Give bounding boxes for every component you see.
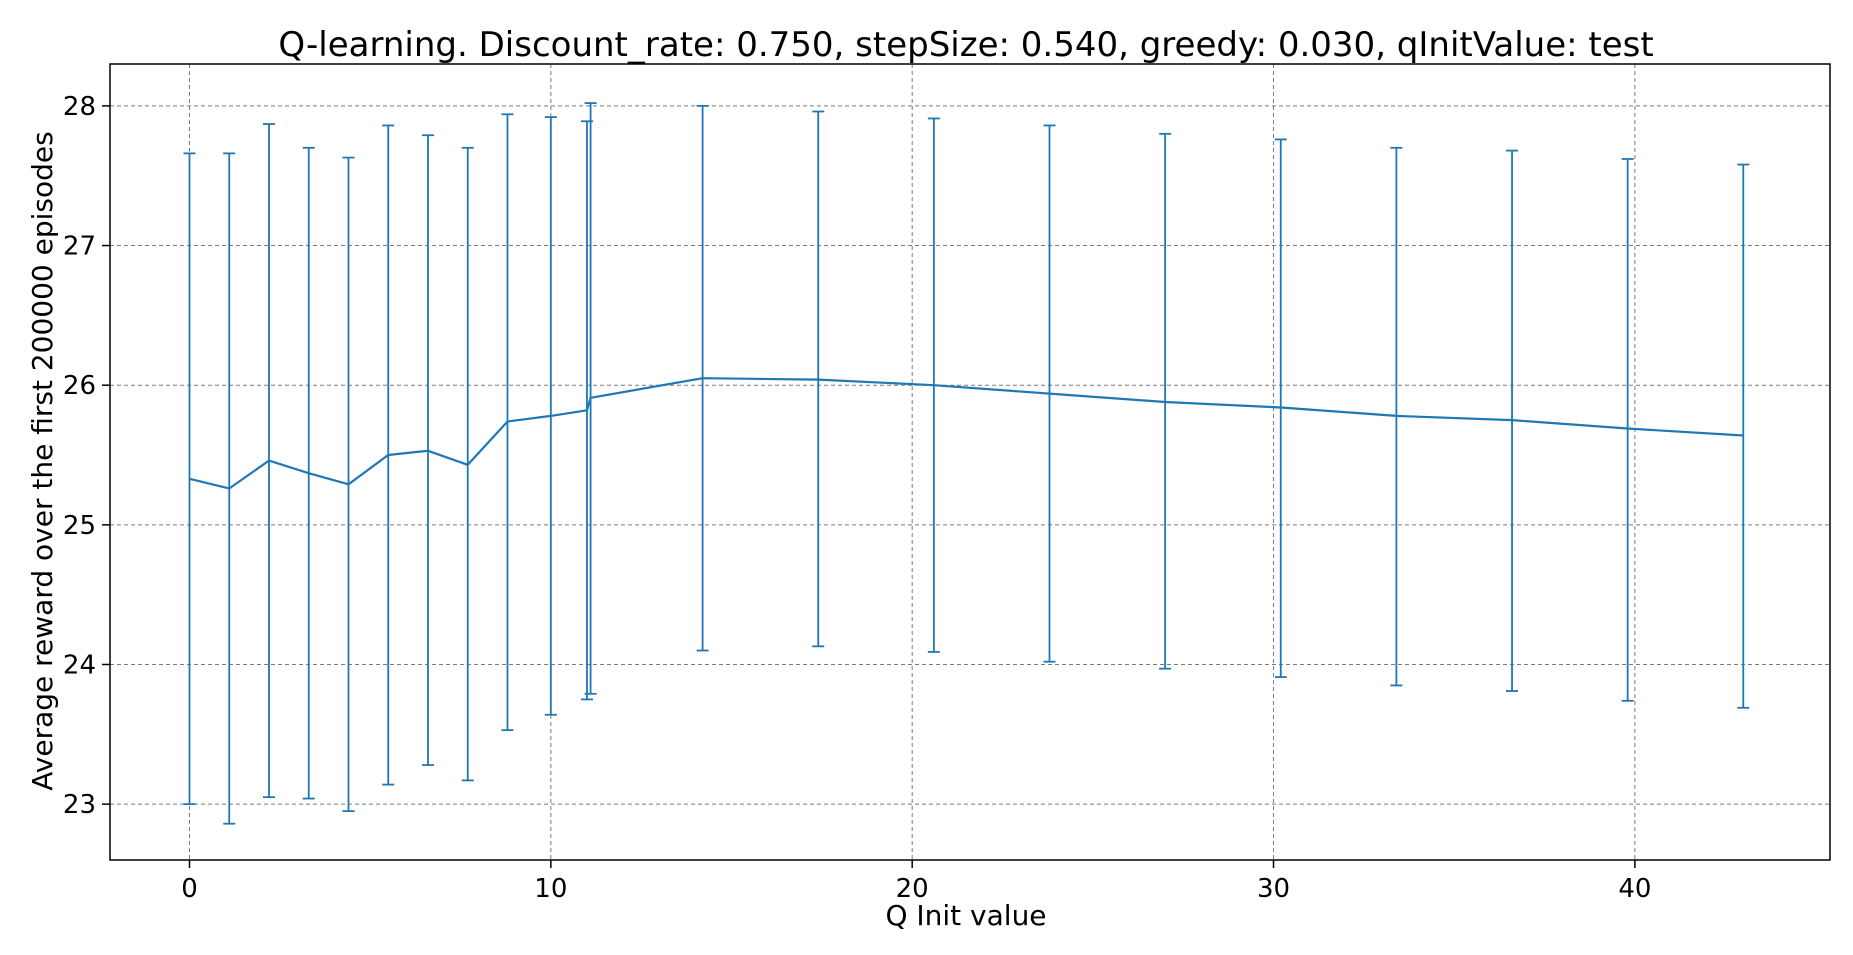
y-axis: 23 24 25 26 27 28	[63, 92, 110, 820]
y-tick-label: 24	[63, 650, 96, 680]
y-tick-label: 25	[63, 511, 96, 541]
series-line	[189, 377, 1744, 490]
error-bar	[1621, 158, 1634, 702]
x-tick-label: 30	[1257, 874, 1290, 904]
x-axis-label: Q Init value	[885, 899, 1046, 932]
y-tick-label: 26	[63, 371, 96, 401]
y-tick-label: 23	[63, 790, 96, 820]
chart-title: Q-learning. Discount_rate: 0.750, stepSi…	[278, 25, 1653, 65]
plot-frame	[109, 63, 1831, 861]
error-bar	[183, 152, 196, 806]
x-tick-label: 0	[181, 874, 198, 904]
x-axis: 0 10 20 30 40	[181, 860, 1651, 904]
y-tick-label: 28	[63, 92, 96, 122]
y-axis-label: Average reward over the first 200000 epi…	[26, 131, 59, 790]
grid-lines	[110, 64, 1830, 860]
x-tick-label: 20	[896, 874, 929, 904]
error-bar	[1737, 163, 1750, 709]
y-tick-label: 27	[63, 232, 96, 262]
x-tick-label: 10	[534, 874, 567, 904]
x-tick-label: 40	[1618, 874, 1651, 904]
error-bars	[183, 102, 1750, 825]
